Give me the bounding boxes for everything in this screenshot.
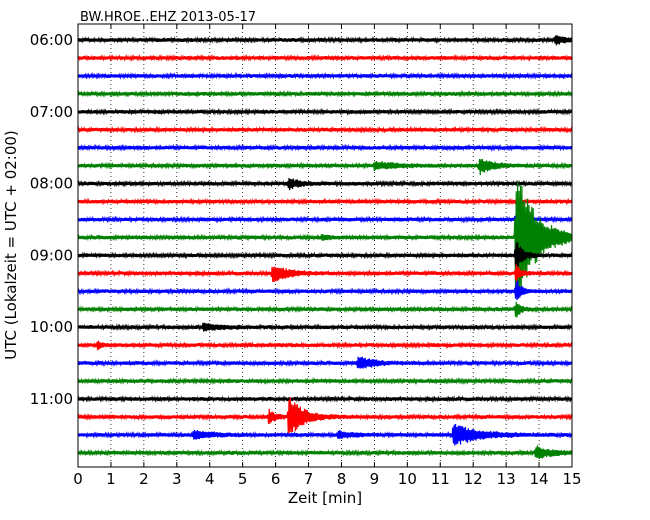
trace-1030 <box>77 356 573 369</box>
x-tick-label-2: 2 <box>139 470 149 488</box>
trace-1145 <box>77 445 573 459</box>
x-tick-label-3: 3 <box>172 470 182 488</box>
x-tick-label-12: 12 <box>464 470 483 488</box>
trace-0945 <box>77 301 573 318</box>
x-tick-label-11: 11 <box>431 470 450 488</box>
x-axis-ticks: 0 1 2 3 4 5 6 7 8 9 10 11 12 13 14 15 <box>73 24 582 488</box>
trace-0930 <box>77 280 573 301</box>
x-tick-label-8: 8 <box>337 470 347 488</box>
y-tick-label-0800: 08:00 <box>30 175 73 193</box>
trace-0815 <box>77 197 573 206</box>
x-tick-label-7: 7 <box>304 470 314 488</box>
chart-title: BW.HROE..EHZ 2013-05-17 <box>80 10 256 25</box>
trace-0830 <box>77 208 573 227</box>
x-tick-label-1: 1 <box>106 470 116 488</box>
trace-0845 <box>77 182 573 297</box>
x-tick-label-4: 4 <box>205 470 215 488</box>
trace-1130 <box>77 423 573 446</box>
y-axis-label: UTC (Lokalzeit = UTC + 02:00) <box>2 130 20 360</box>
x-tick-label-15: 15 <box>562 470 581 488</box>
trace-0900 <box>77 242 573 267</box>
y-tick-label-1000: 10:00 <box>30 318 73 336</box>
y-axis-ticks: 06:00 07:00 08:00 09:00 10:00 11:00 <box>30 31 572 408</box>
x-tick-label-10: 10 <box>398 470 417 488</box>
trace-0715 <box>77 125 573 134</box>
trace-0730 <box>77 143 573 152</box>
trace-0745 <box>77 158 573 176</box>
x-tick-label-0: 0 <box>73 470 83 488</box>
y-tick-label-0700: 07:00 <box>30 103 73 121</box>
trace-0800 <box>77 178 573 191</box>
x-axis-label: Zeit [min] <box>288 489 362 507</box>
traces-group <box>77 35 573 459</box>
trace-1100 <box>77 395 573 403</box>
trace-1045 <box>77 376 573 386</box>
trace-1015 <box>77 340 573 351</box>
x-tick-label-6: 6 <box>271 470 281 488</box>
x-tick-label-13: 13 <box>497 470 516 488</box>
trace-0615 <box>77 53 573 62</box>
plot-frame <box>77 23 573 468</box>
y-tick-label-0900: 09:00 <box>30 246 73 264</box>
y-tick-label-0600: 06:00 <box>30 31 73 49</box>
trace-1115 <box>77 397 573 434</box>
trace-0915 <box>77 264 573 283</box>
x-tick-label-14: 14 <box>530 470 549 488</box>
trace-0630 <box>77 71 573 80</box>
x-tick-label-9: 9 <box>370 470 380 488</box>
trace-0700 <box>77 107 573 116</box>
trace-0645 <box>77 89 573 98</box>
trace-1000 <box>77 322 573 332</box>
trace-0600 <box>77 35 573 46</box>
y-tick-label-1100: 11:00 <box>30 390 73 408</box>
x-tick-label-5: 5 <box>238 470 248 488</box>
